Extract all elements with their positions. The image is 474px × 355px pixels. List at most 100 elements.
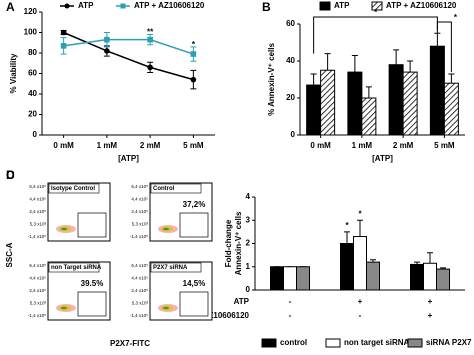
line [63,38,194,55]
legend-label: ATP + AZ10606120 [134,1,205,10]
y-tick-label: 2,4 x10⁵ [131,288,148,293]
row-value: - [289,311,292,320]
point [190,76,197,83]
x-tick-label: 2 mM [393,141,414,150]
y-tick-label: 2,4 x10⁵ [29,288,46,293]
legend-swatch [261,338,277,348]
y-tick-label: 60 [286,19,295,28]
plot-label: Isotype Control [51,186,95,192]
y-tick-label: 6,4 x10⁵ [29,263,46,268]
bar [402,71,418,136]
row-label: AZ10606120 [203,311,250,320]
y-tick-label: -1,4 x10⁵ [130,234,148,239]
population [61,227,67,231]
x-axis-label: [ATP] [372,154,393,163]
x-tick-label: 0 mM [53,141,74,150]
y-tick-label: 120 [24,7,38,16]
y-tick-label: 20 [28,110,37,119]
y-tick-label: 3 [246,215,251,224]
gate-percent: 14,5% [183,279,206,288]
point [60,29,67,36]
plot-label: P2X7 siRNA [153,265,188,271]
point [104,48,110,54]
annotation: * [358,209,362,218]
bar [296,266,310,291]
axis [41,12,215,136]
population [163,306,169,310]
plot-label: non Target siRNA [51,265,102,271]
y-tick-label: 5,3 x10³ [30,222,47,227]
bar [340,243,354,291]
population [61,306,67,310]
row-value: - [289,297,292,306]
gate-percent: 37,2% [183,200,206,209]
gate-percent: 39.5% [81,279,104,288]
plot-label: Control [153,186,175,192]
bar [320,69,336,136]
y-tick-label: 0 [246,285,251,294]
bar [443,82,459,136]
y-tick-label: 40 [28,89,37,98]
label-box [150,183,202,194]
y-tick-label: 5,3 x10³ [132,301,149,306]
x-tick-label: 5 mM [183,141,204,150]
significance-bracket [313,16,438,54]
bar [283,266,297,291]
y-tick-label: 6,4 x10⁵ [131,184,148,189]
x-tick-label: 2 mM [140,141,161,150]
y-tick-label: 4,4 x10⁵ [29,276,46,281]
y-axis-label: Annexin-V⁺ cells [234,211,243,275]
y-tick-label: 5,3 x10³ [30,301,47,306]
label-box [48,262,100,273]
legend-label: siRNA P2X7 [426,338,472,347]
bar [347,71,363,136]
y-tick-label: 0 [33,130,38,139]
bar [423,262,437,291]
population [163,227,169,231]
legend-label: ATP [334,1,350,10]
y-tick-label: 0 [291,130,296,139]
label-box [48,183,100,194]
y-tick-label: -1,4 x10⁵ [28,234,46,239]
y-tick-label: 80 [28,48,37,57]
y-tick-label: 2,4 x10⁵ [131,209,148,214]
y-tick-label: 4,4 x10⁵ [131,197,148,202]
y-axis-label: SSC-A [5,242,14,267]
y-tick-label: 100 [24,28,38,37]
legend-label: control [280,338,307,347]
y-tick-label: 4,4 x10⁵ [131,276,148,281]
bar [270,266,284,291]
row-value: - [359,311,362,320]
legend-label: ATP + AZ10606120 [386,1,457,10]
bar [366,261,380,291]
gate [179,291,209,317]
bar [306,84,322,136]
row-value: + [428,311,433,320]
panel-letter: B [262,0,271,14]
label-box [150,262,202,273]
significance-bracket [436,21,452,73]
y-tick-label: 60 [28,69,37,78]
y-tick-label: 4,4 x10⁵ [29,197,46,202]
annotation: ** [147,28,154,37]
y-tick-label: -1,4 x10⁵ [130,313,148,318]
y-axis-label: Fold-change [224,219,233,267]
row-value: + [358,297,363,306]
point [60,43,67,49]
bar [361,97,377,136]
gate [179,212,209,238]
x-tick-label: 1 mM [352,141,373,150]
y-tick-label: 1 [246,262,251,271]
annotation: * [345,221,349,230]
y-axis-label: % Viability [9,53,18,93]
y-tick-label: 20 [286,93,295,102]
panel-letter: A [6,0,15,14]
x-tick-label: 5 mM [434,141,455,150]
row-value: + [428,297,433,306]
x-axis-label: [ATP] [118,154,139,163]
y-tick-label: 4 [246,192,251,201]
bar [436,268,450,291]
gate [77,212,107,238]
panel-letter: C [6,168,15,182]
